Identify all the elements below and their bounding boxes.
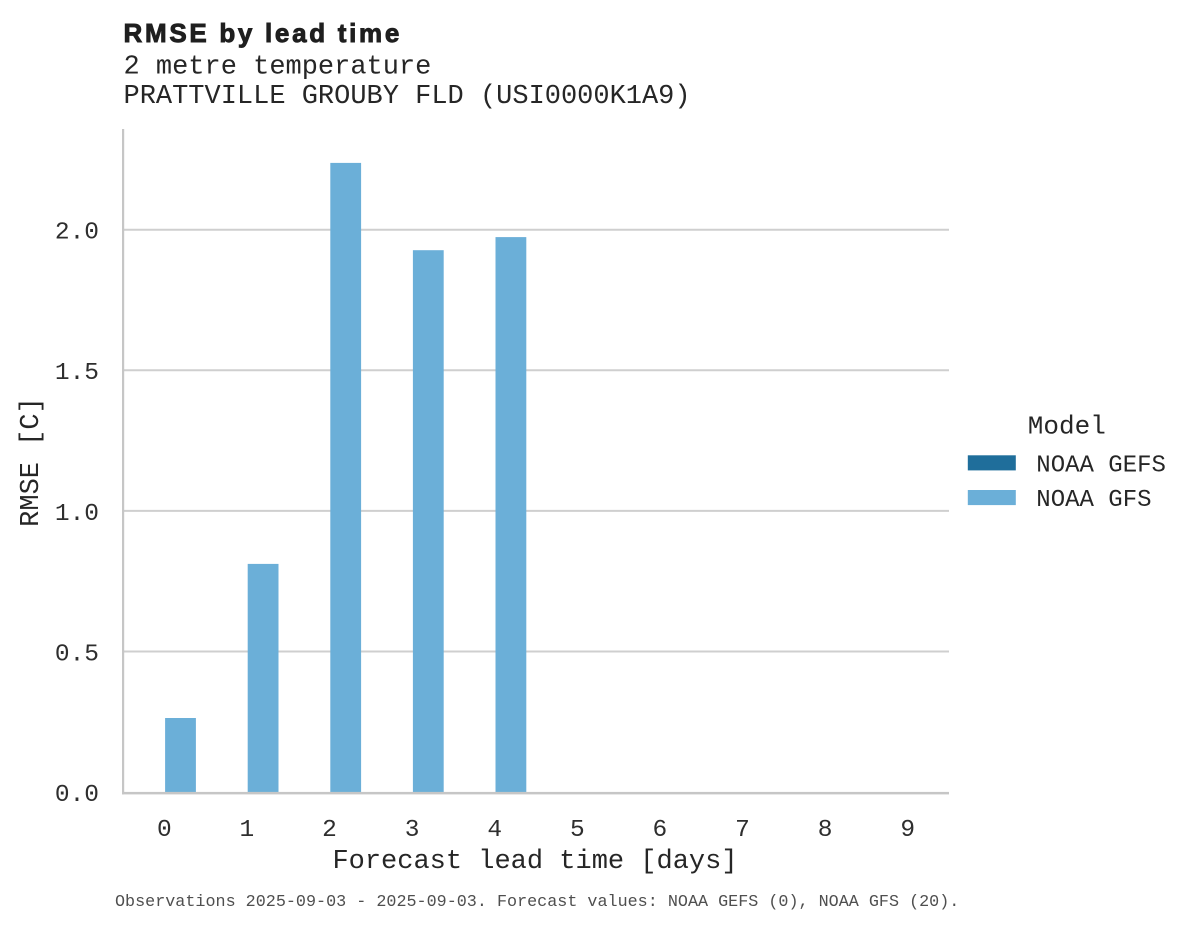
svg-text:5: 5 — [570, 817, 585, 844]
svg-text:NOAA GFS: NOAA GFS — [1036, 487, 1151, 514]
svg-text:7: 7 — [735, 817, 750, 844]
svg-text:8: 8 — [818, 817, 833, 844]
svg-text:1.5: 1.5 — [55, 360, 99, 387]
svg-text:9: 9 — [900, 817, 915, 844]
svg-text:1.0: 1.0 — [55, 501, 99, 528]
svg-text:Forecast lead time [days]: Forecast lead time [days] — [332, 847, 737, 877]
svg-text:NOAA GEFS: NOAA GEFS — [1036, 452, 1166, 479]
svg-text:1: 1 — [240, 817, 255, 844]
svg-text:3: 3 — [405, 817, 420, 844]
svg-text:0: 0 — [157, 817, 172, 844]
svg-text:2 metre temperature: 2 metre temperature — [124, 53, 432, 83]
svg-text:4: 4 — [487, 817, 502, 844]
svg-text:2: 2 — [322, 817, 337, 844]
svg-text:6: 6 — [653, 817, 668, 844]
svg-text:Model: Model — [1028, 412, 1106, 442]
svg-text:2.0: 2.0 — [55, 220, 99, 247]
svg-text:Observations 2025-09-03 - 2025: Observations 2025-09-03 - 2025-09-03. Fo… — [115, 893, 959, 912]
svg-text:PRATTVILLE GROUBY FLD (USI0000: PRATTVILLE GROUBY FLD (USI0000K1A9) — [124, 82, 691, 112]
svg-text:0.0: 0.0 — [55, 782, 99, 809]
svg-text:RMSE by lead time: RMSE by lead time — [124, 18, 403, 48]
svg-text:0.5: 0.5 — [55, 641, 99, 668]
svg-text:RMSE [C]: RMSE [C] — [17, 397, 47, 527]
